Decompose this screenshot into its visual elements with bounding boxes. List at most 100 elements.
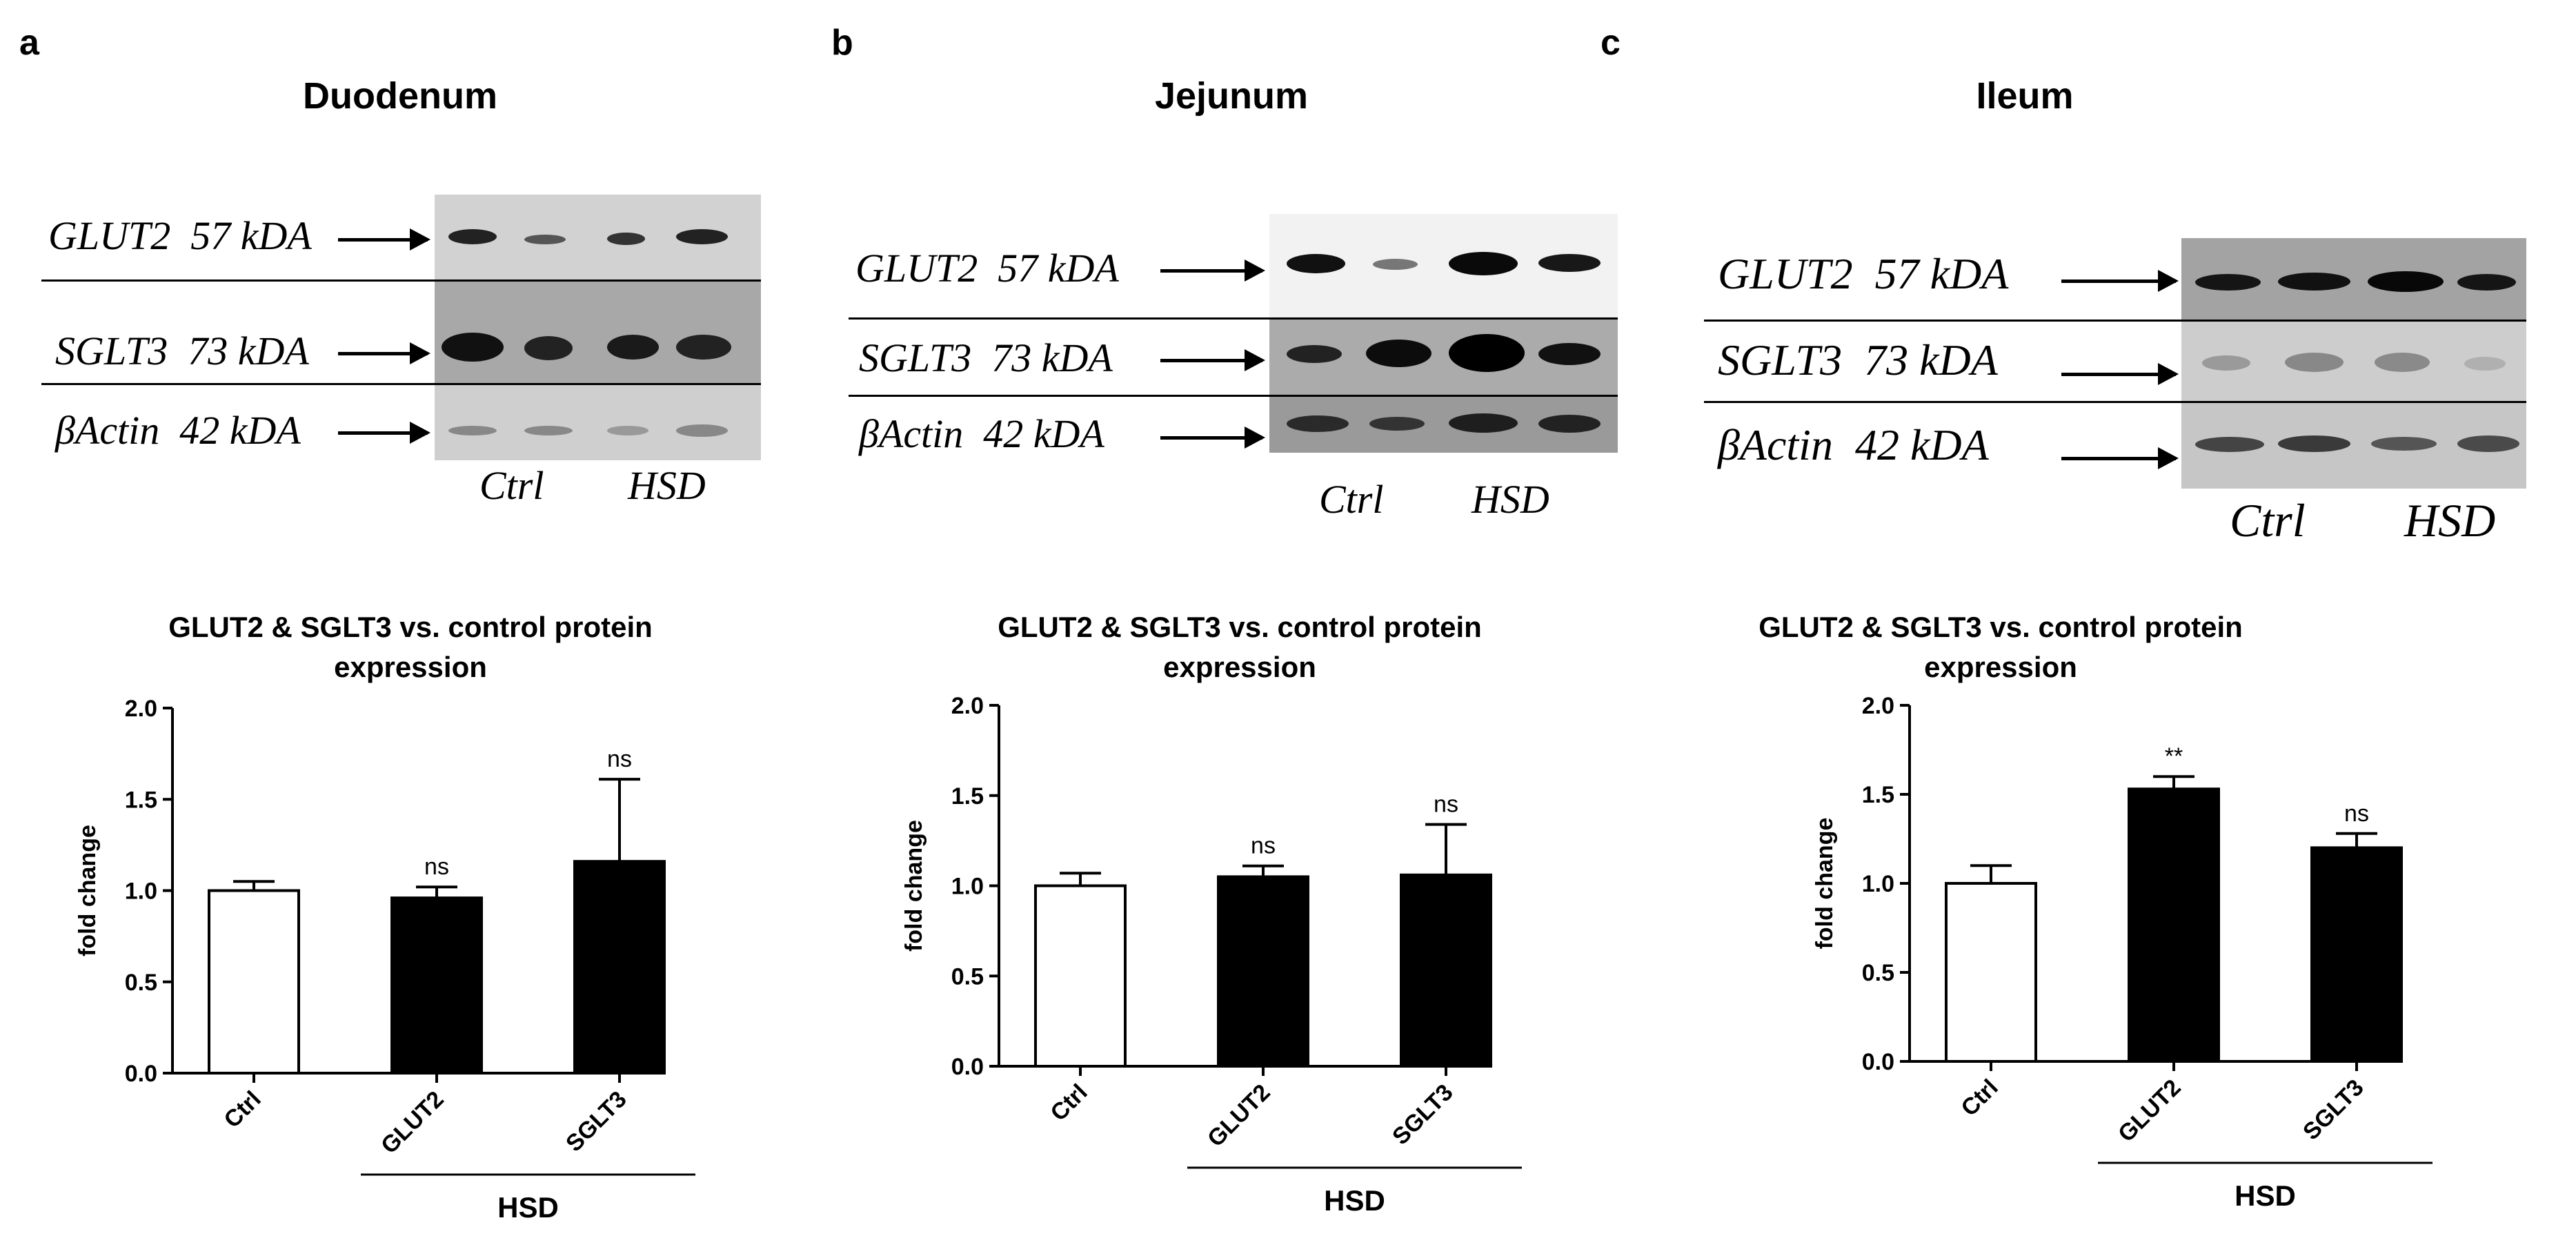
- blot-band: [2195, 274, 2261, 291]
- blot-divider: [849, 395, 1618, 397]
- tissue-title: Jejunum: [1154, 75, 1309, 117]
- blot-divider: [41, 383, 761, 385]
- blot-band: [676, 229, 728, 244]
- blot-band: [676, 424, 728, 437]
- blot-band: [2371, 437, 2437, 451]
- blot-label-glut2: GLUT2 57 kDA: [48, 213, 312, 259]
- group-label: HSD: [1324, 1184, 1385, 1217]
- blot-band: [1449, 413, 1518, 433]
- chart-title-line: GLUT2 & SGLT3 vs. control protein: [168, 611, 653, 643]
- chart-title-line: expression: [1163, 651, 1316, 683]
- arrow-icon: [2061, 270, 2179, 292]
- bar-sglt3: [573, 860, 666, 1075]
- significance-label: **: [2165, 743, 2183, 769]
- bar-chart: 0.0 0.5 1.0 1.5 2.0 fold change Ctrl ns GLUT2 ns S…: [75, 696, 695, 1224]
- significance-label: ns: [607, 746, 632, 772]
- molecular-weight: 42 kDA: [983, 411, 1104, 456]
- chart-title: GLUT2 & SGLT3 vs. control protein expres…: [1587, 607, 2415, 687]
- y-tick-label: 0.0: [125, 1061, 157, 1087]
- blot-strip-sglt3: [1269, 319, 1618, 396]
- y-axis-label: fold change: [901, 820, 927, 952]
- lane-label-hsd: HSD: [628, 463, 706, 508]
- x-tick-label: GLUT2: [1202, 1079, 1276, 1152]
- blot-band: [676, 335, 731, 360]
- y-tick-label: 1.5: [951, 783, 984, 810]
- blot-band: [2278, 273, 2350, 291]
- x-tick-label: Ctrl: [1045, 1079, 1092, 1126]
- bar-ctrl: [1034, 884, 1127, 1068]
- y-tick-label: 1.0: [1862, 871, 1894, 897]
- panel-letter: a: [19, 23, 39, 63]
- lane-label-hsd: HSD: [1472, 477, 1549, 522]
- bar-chart: 0.0 0.5 1.0 1.5 2.0 fold change Ctrl ** GLUT2 ns S…: [1812, 693, 2433, 1212]
- significance-label: ns: [2344, 801, 2369, 827]
- blot-strip-sglt3: [2181, 321, 2526, 402]
- blot-strip-actin: [1269, 396, 1618, 453]
- blot-band: [2202, 355, 2250, 371]
- y-tick-label: 0.0: [1862, 1049, 1894, 1075]
- x-tick-label: GLUT2: [2113, 1075, 2186, 1148]
- blot-band: [1538, 254, 1601, 272]
- bar-glut2: [2128, 787, 2220, 1063]
- blot-band: [607, 426, 648, 435]
- y-tick-label: 1.0: [951, 874, 984, 900]
- blot-label-glut2: GLUT2 57 kDA: [855, 245, 1119, 291]
- panel-b: b Jejunum GLUT2 57 kDA SGLT3 73 kDA βAct…: [828, 0, 1656, 1236]
- y-tick-label: 1.5: [1862, 782, 1894, 808]
- blot-band: [448, 229, 497, 244]
- tissue-title: Ileum: [1976, 75, 2074, 117]
- lane-label-ctrl: Ctrl: [1319, 477, 1384, 522]
- blot-label-sglt3: SGLT3 73 kDA: [55, 328, 309, 374]
- chart-title: GLUT2 & SGLT3 vs. control protein expres…: [0, 607, 824, 687]
- blot-band: [2464, 357, 2506, 371]
- lane-label-ctrl: Ctrl: [479, 463, 544, 508]
- significance-label: ns: [1251, 833, 1276, 859]
- blot-band: [442, 333, 504, 362]
- protein-name: βActin: [859, 411, 964, 456]
- molecular-weight: 73 kDA: [1864, 335, 1998, 384]
- blot-band: [1373, 259, 1418, 270]
- x-tick-label: SGLT3: [1387, 1079, 1458, 1150]
- chart-title-line: GLUT2 & SGLT3 vs. control protein: [998, 611, 1482, 643]
- blot-label-glut2: GLUT2 57 kDA: [1718, 248, 2008, 300]
- arrow-icon: [338, 342, 430, 364]
- tissue-title: Duodenum: [303, 75, 497, 117]
- x-tick-label: GLUT2: [376, 1086, 449, 1159]
- blot-divider: [1704, 320, 2526, 322]
- blot-band: [607, 335, 659, 360]
- chart-title-line: GLUT2 & SGLT3 vs. control protein: [1758, 611, 2243, 643]
- blot-band: [607, 233, 645, 245]
- arrow-icon: [338, 228, 430, 251]
- y-tick-label: 2.0: [951, 693, 984, 719]
- protein-name: GLUT2: [1718, 249, 1853, 298]
- chart-title-line: expression: [334, 651, 487, 683]
- molecular-weight: 73 kDA: [991, 335, 1113, 380]
- x-tick-label: Ctrl: [219, 1086, 266, 1133]
- y-tick-label: 1.5: [125, 787, 157, 813]
- blot-divider: [1704, 401, 2526, 403]
- protein-name: GLUT2: [48, 213, 171, 258]
- y-tick-label: 0.5: [951, 963, 984, 990]
- y-axis-label: fold change: [75, 825, 101, 957]
- molecular-weight: 57 kDA: [998, 246, 1119, 291]
- y-axis-label: fold change: [1812, 818, 1838, 950]
- bar-sglt3: [2310, 846, 2403, 1063]
- arrow-icon: [1160, 349, 1265, 371]
- arrow-icon: [1160, 426, 1265, 449]
- blot-band: [1538, 343, 1601, 365]
- blot-band: [2457, 274, 2516, 291]
- chart-title-line: expression: [1924, 651, 2077, 683]
- blot-band: [2285, 353, 2344, 372]
- y-tick-label: 0.5: [1862, 960, 1894, 986]
- arrow-icon: [1160, 259, 1265, 282]
- blot-band: [448, 426, 497, 435]
- blot-band: [524, 235, 566, 244]
- blot-strip-glut2: [435, 195, 761, 281]
- bar-glut2: [390, 896, 483, 1075]
- molecular-weight: 42 kDA: [1854, 420, 1989, 469]
- y-tick-label: 1.0: [125, 879, 157, 905]
- arrow-icon: [2061, 363, 2179, 385]
- blot-band: [524, 336, 573, 360]
- molecular-weight: 57 kDA: [1874, 249, 2009, 298]
- bar-glut2: [1217, 875, 1309, 1068]
